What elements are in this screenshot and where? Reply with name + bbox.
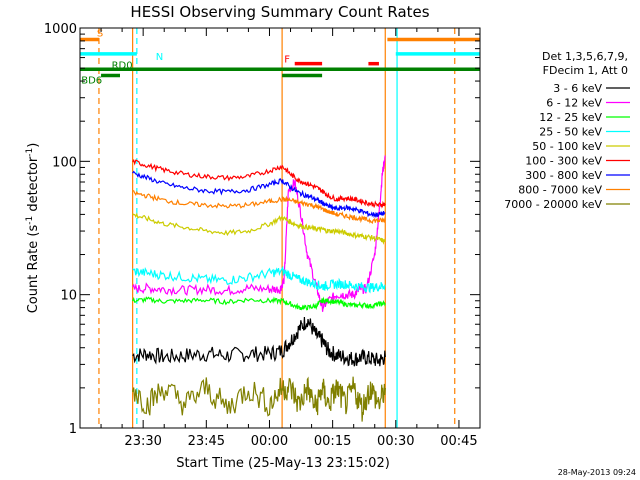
plot-frame (79, 27, 481, 429)
x-tick-label-0: 23:30 (124, 434, 161, 449)
legend-label-2: 12 - 25 keV (539, 111, 602, 124)
series-line-8 (132, 376, 386, 422)
render-timestamp: 28-May-2013 09:24 (558, 468, 636, 477)
y-axis-label-mid: detector (26, 156, 41, 216)
y-tick-label-1: 10 (60, 289, 77, 304)
x-axis-label: Start Time (25-May-13 23:15:02) (176, 456, 390, 471)
y-tick-label-0: 1 (69, 422, 77, 437)
series-line-3 (132, 265, 386, 294)
y-axis-label-end: ) (26, 143, 41, 148)
legend-label-5: 100 - 300 keV (525, 155, 602, 168)
series-group (132, 155, 386, 422)
y-axis-label: Count Rate (s-1 detector-1) (25, 143, 41, 314)
series-line-2 (132, 296, 386, 311)
vertical-markers (98, 28, 456, 428)
legend-header-1: FDecim 1, Att 0 (543, 64, 628, 77)
legend-label-1: 6 - 12 keV (546, 97, 602, 110)
flag-label-bd6: BD6 (81, 76, 102, 87)
x-tick-label-5: 00:45 (440, 434, 477, 449)
flag-label-s: S (97, 28, 103, 39)
chart-title: HESSI Observing Summary Count Rates (130, 3, 429, 21)
x-axis-ticks: 23:30 23:45 00:00 00:15 00:30 00:45 (100, 28, 481, 449)
y-axis-label-sup2: -1 (25, 148, 35, 157)
y-tick-label-2: 100 (52, 155, 77, 170)
legend-label-3: 25 - 50 keV (539, 126, 602, 139)
legend-label-6: 300 - 800 keV (525, 169, 602, 182)
series-line-5 (132, 159, 386, 209)
x-tick-label-3: 00:15 (314, 434, 351, 449)
x-tick-label-4: 00:30 (377, 434, 414, 449)
flag-label-n: N (156, 52, 163, 63)
series-line-6 (132, 170, 386, 219)
series-line-7 (132, 190, 386, 225)
legend-label-7: 800 - 7000 keV (518, 184, 602, 197)
legend-label-4: 50 - 100 keV (532, 140, 602, 153)
legend: Det 1,3,5,6,7,9,FDecim 1, Att 0 3 - 6 keV… (504, 50, 630, 211)
x-tick-label-1: 23:45 (188, 434, 225, 449)
y-axis-label-main: Count Rate (s (26, 225, 41, 314)
flag-label-f: F (284, 55, 290, 66)
legend-label-8: 7000 - 20000 keV (504, 198, 602, 211)
y-axis-label-sup1: -1 (25, 216, 35, 225)
flag-label-rd0: RD0 (112, 60, 133, 71)
y-tick-label-3: 1000 (44, 22, 77, 37)
legend-header-0: Det 1,3,5,6,7,9, (542, 50, 628, 63)
y-axis-ticks: 1 10 100 1000 (44, 22, 480, 437)
series-line-0 (132, 316, 386, 367)
x-tick-label-2: 00:00 (251, 434, 288, 449)
legend-label-0: 3 - 6 keV (553, 82, 602, 95)
series-line-4 (132, 212, 386, 245)
state-flags: S N F RD0 BD6 (80, 28, 480, 87)
